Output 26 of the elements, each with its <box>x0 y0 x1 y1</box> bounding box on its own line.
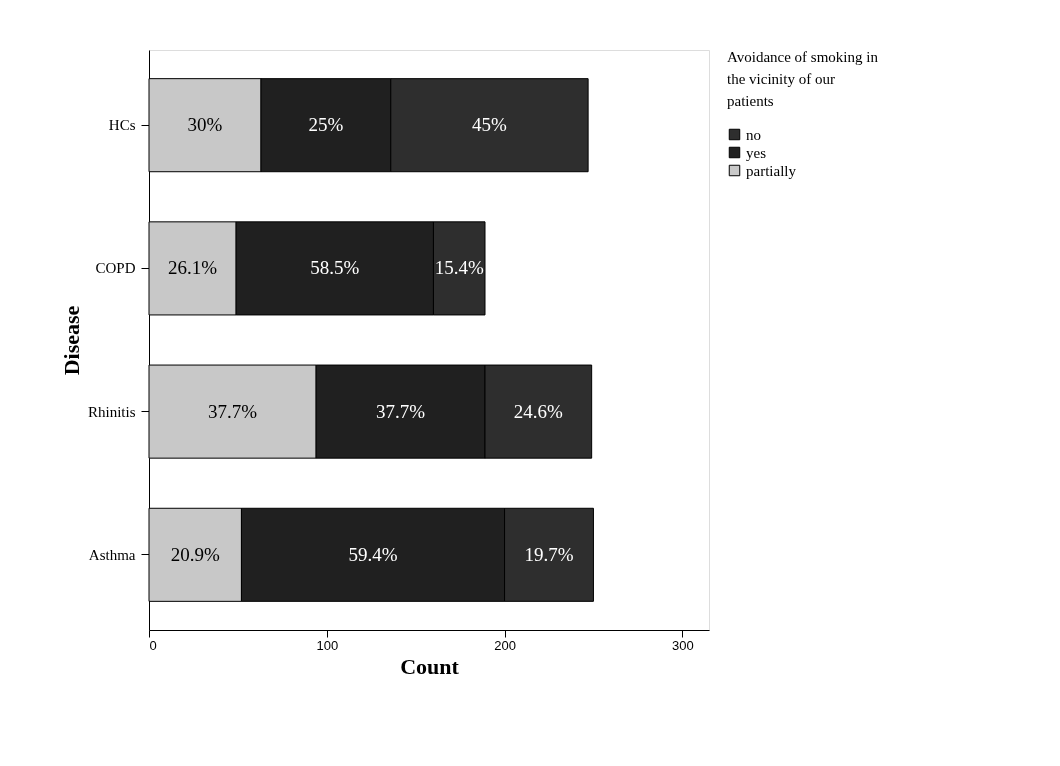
legend-title: Avoidance of smoking in the vicinity of our patients <box>727 49 879 109</box>
legend-label: partially <box>746 162 797 179</box>
annotation: 37.7% <box>208 400 258 422</box>
y-tick-label: Asthma <box>88 546 136 563</box>
x-tick-label: 200 <box>494 637 516 653</box>
y-tick-label: HCs <box>108 117 136 134</box>
annotation: 25% <box>308 114 344 136</box>
annotation: 59.4% <box>348 543 398 565</box>
legend-label: no <box>746 126 761 143</box>
x-tick-label: 100 <box>316 637 339 653</box>
annotation: 24.6% <box>513 400 564 422</box>
x-axis-title: Count <box>400 653 460 679</box>
annotation: 58.5% <box>310 257 360 279</box>
annotation: 20.9% <box>170 543 220 565</box>
y-tick-label: COPD <box>95 260 136 277</box>
legend-label: yes <box>746 144 767 161</box>
y-tick-label: Rhinitis <box>87 403 136 420</box>
x-tick-label: 300 <box>671 637 694 653</box>
annotation: 15.4% <box>434 257 484 279</box>
x-tick-label: 0 <box>149 637 157 653</box>
annotation: 30% <box>187 114 223 136</box>
annotation: 45% <box>472 114 508 136</box>
annotation: 19.7% <box>524 543 574 565</box>
annotation: 26.1% <box>168 257 218 279</box>
y-axis-title: Disease <box>58 305 84 376</box>
annotation: 37.7% <box>376 400 426 422</box>
